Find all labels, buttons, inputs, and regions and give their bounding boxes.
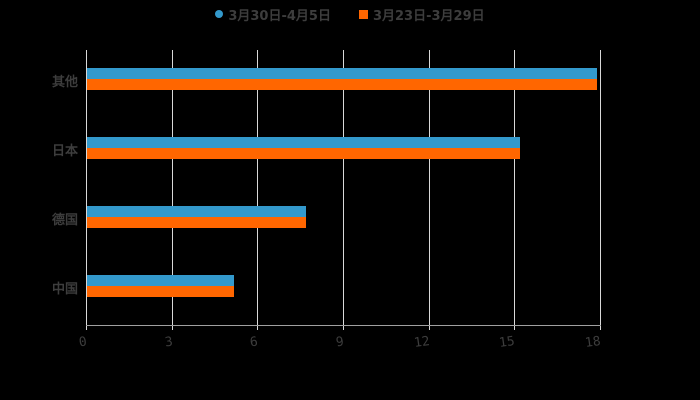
bar[interactable] xyxy=(87,68,598,80)
category-label: 中国 xyxy=(51,281,78,297)
gridline xyxy=(343,50,344,330)
category-label: 日本 xyxy=(51,144,78,160)
bar[interactable] xyxy=(87,148,521,160)
x-tick-label: 9 xyxy=(334,334,345,351)
x-axis-line xyxy=(86,325,601,326)
legend-label: 3月30日-4月5日 xyxy=(228,8,331,24)
legend-label: 3月23日-3月29日 xyxy=(372,8,485,24)
x-tick-label: 18 xyxy=(584,333,602,352)
x-tick-label: 0 xyxy=(77,334,88,351)
legend: 3月30日-4月5日 3月23日-3月29日 xyxy=(0,4,700,24)
bar[interactable] xyxy=(87,274,235,286)
bar[interactable] xyxy=(87,137,521,149)
gridline xyxy=(429,50,430,330)
bar[interactable] xyxy=(87,205,306,217)
gridline xyxy=(600,50,601,330)
category-label: 其他 xyxy=(51,75,78,91)
bar[interactable] xyxy=(87,285,235,297)
x-tick-label: 12 xyxy=(413,333,431,352)
bar[interactable] xyxy=(87,79,598,91)
gridline xyxy=(172,50,173,330)
legend-item-week1[interactable]: 3月23日-3月29日 xyxy=(358,5,485,24)
bar[interactable] xyxy=(87,216,306,228)
x-tick-label: 6 xyxy=(248,334,259,351)
category-label: 德国 xyxy=(51,212,78,228)
legend-item-week2[interactable]: 3月30日-4月5日 xyxy=(215,5,331,24)
gridline xyxy=(514,50,515,330)
gridline xyxy=(257,50,258,330)
y-axis-line xyxy=(86,50,87,330)
legend-square-icon xyxy=(358,9,368,19)
legend-circle-icon xyxy=(215,10,224,18)
x-tick-label: 15 xyxy=(498,333,516,352)
x-tick-label: 3 xyxy=(163,334,174,351)
